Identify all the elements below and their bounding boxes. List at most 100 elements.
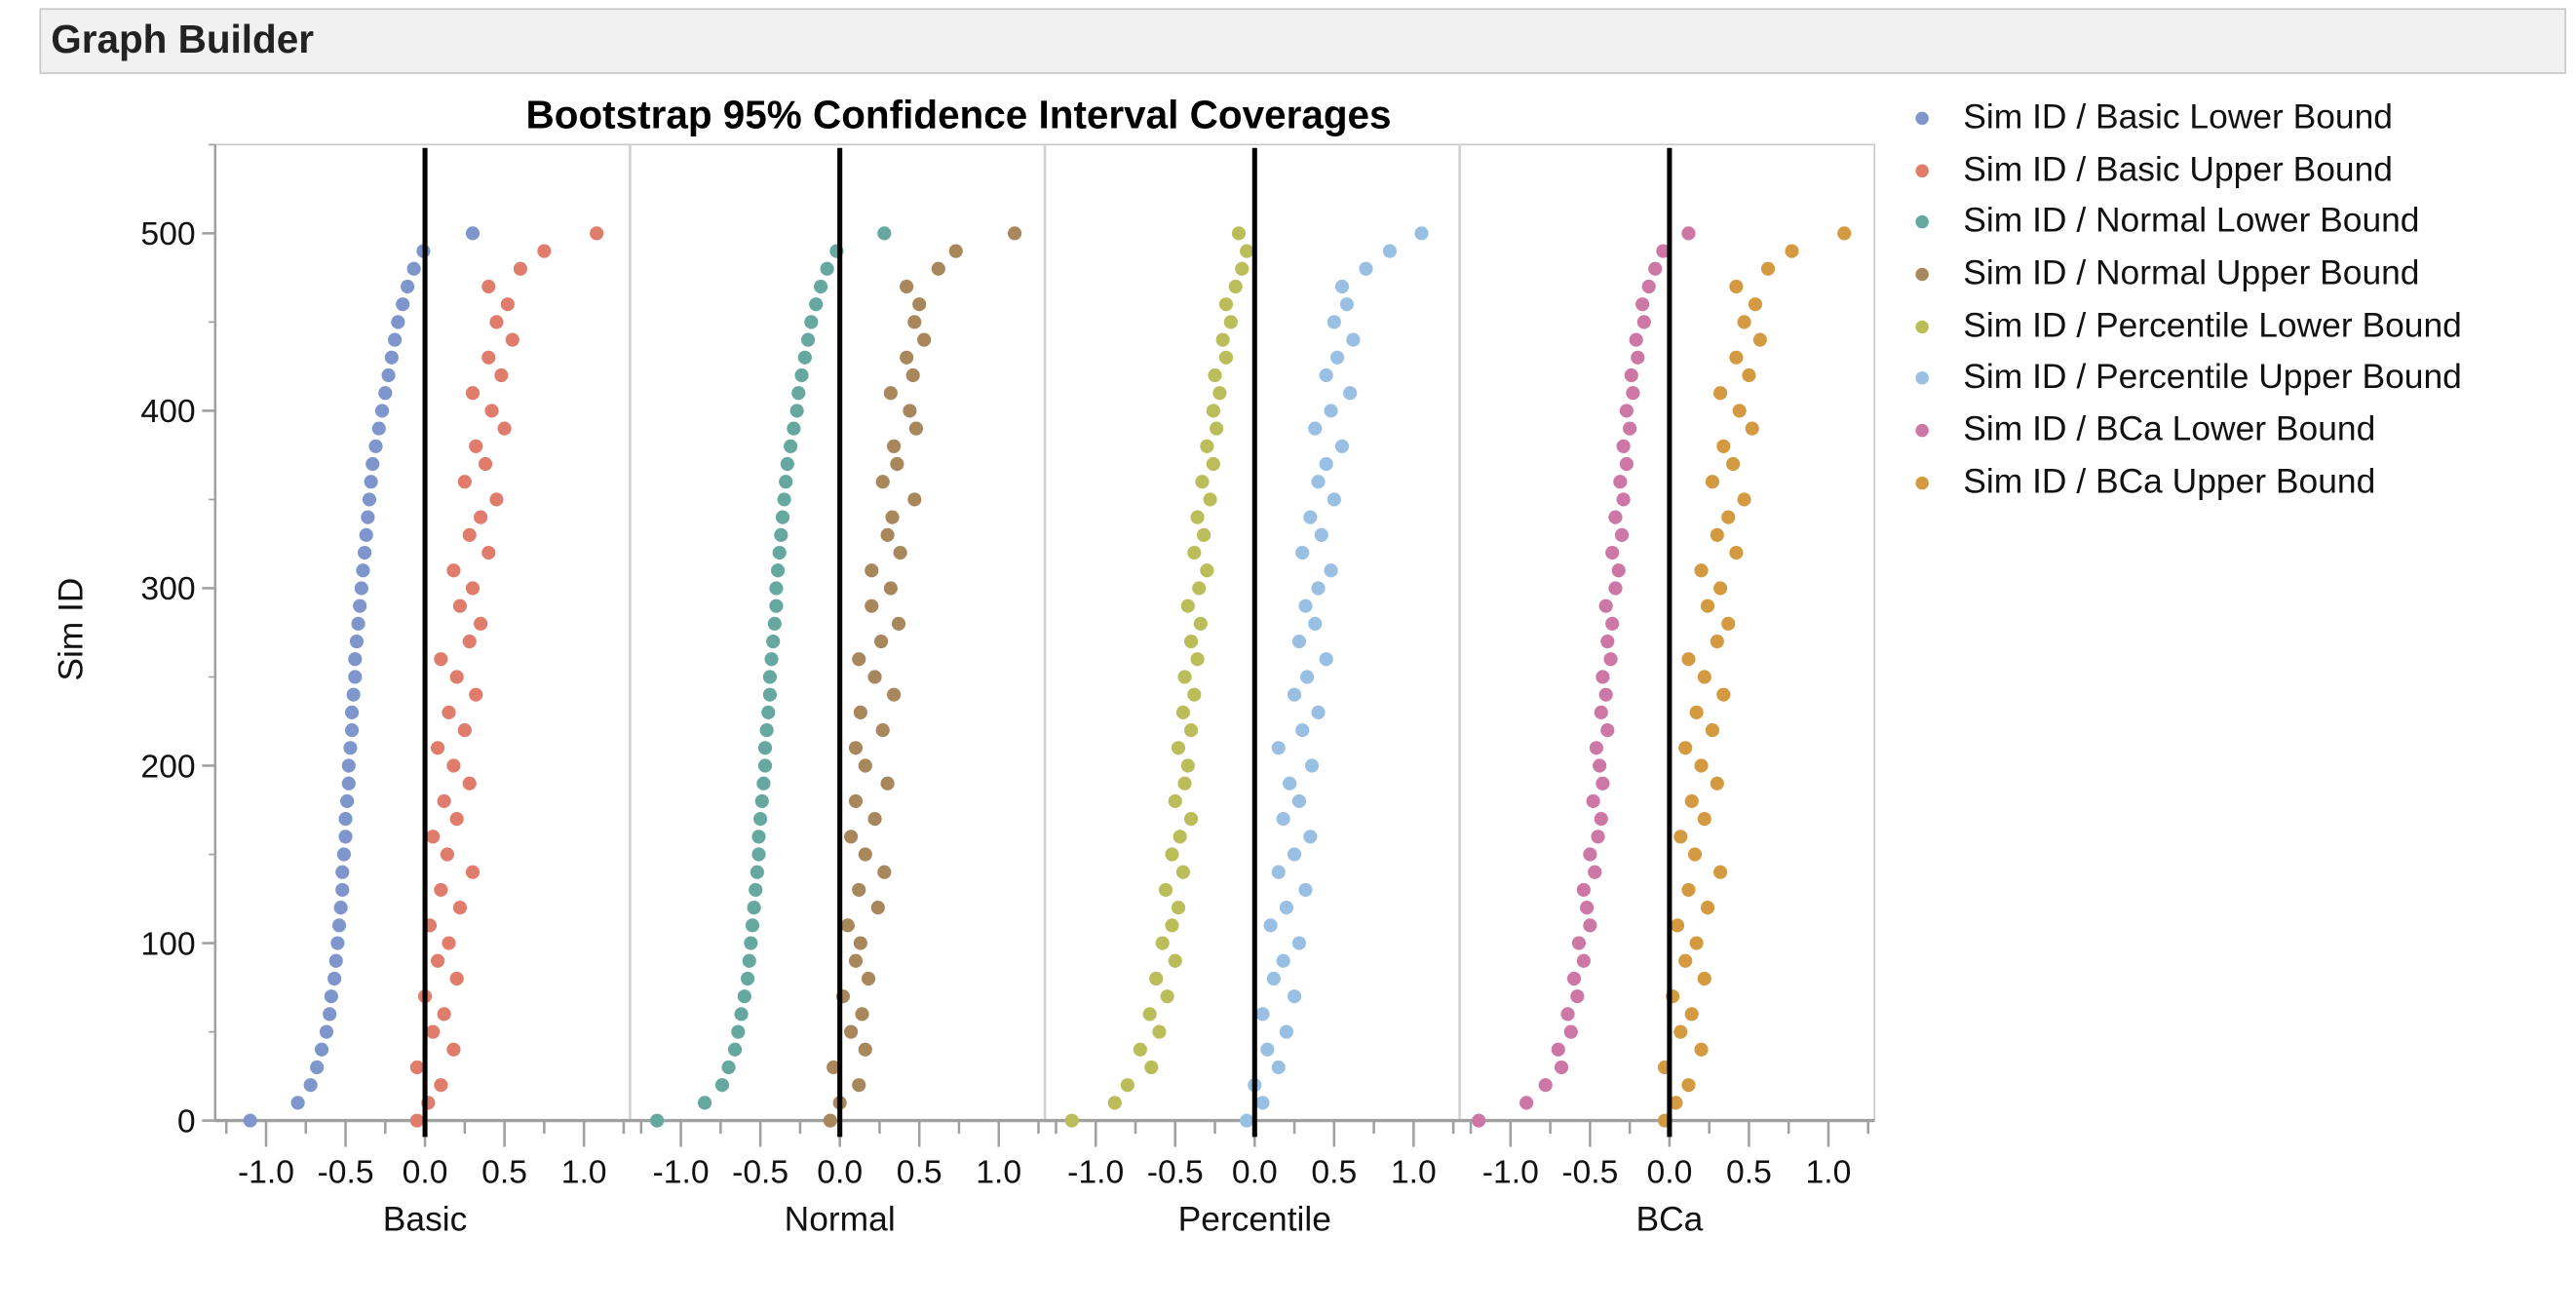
legend-item[interactable]: Sim ID / Normal Lower Bound — [1909, 196, 2462, 248]
data-point-basic-lower-bound — [371, 421, 386, 436]
data-point-bca-lower-bound — [1588, 865, 1602, 879]
data-point-normal-lower-bound — [721, 1060, 736, 1075]
data-point-basic-upper-bound — [446, 1042, 461, 1057]
data-point-basic-lower-bound — [319, 1024, 334, 1039]
data-point-bca-lower-bound — [1566, 971, 1582, 986]
data-point-normal-lower-bound — [780, 456, 794, 472]
data-point-percentile-lower-bound — [1223, 315, 1238, 329]
data-point-normal-lower-bound — [772, 545, 787, 560]
data-point-normal-lower-bound — [777, 492, 791, 507]
data-point-normal-upper-bound — [867, 670, 882, 684]
data-point-basic-upper-bound — [409, 1060, 424, 1075]
data-point-bca-lower-bound — [1583, 847, 1597, 862]
data-point-basic-lower-bound — [344, 705, 360, 719]
legend-item[interactable]: Sim ID / Percentile Lower Bound — [1909, 300, 2462, 352]
data-point-bca-lower-bound — [1596, 776, 1610, 791]
data-point-percentile-upper-bound — [1319, 367, 1333, 383]
data-point-basic-upper-bound — [442, 705, 456, 719]
data-point-normal-lower-bound — [764, 652, 779, 667]
data-point-normal-upper-bound — [890, 456, 904, 472]
legend-item[interactable]: Sim ID / BCa Upper Bound — [1909, 456, 2462, 508]
data-point-normal-lower-bound — [737, 989, 751, 1004]
data-point-basic-upper-bound — [462, 776, 477, 791]
legend-label: Sim ID / Percentile Upper Bound — [1963, 358, 2462, 397]
data-point-normal-lower-bound — [809, 297, 824, 312]
data-point-basic-lower-bound — [324, 989, 338, 1004]
data-point-bca-upper-bound — [1697, 971, 1711, 986]
data-point-normal-upper-bound — [880, 776, 895, 791]
data-point-percentile-upper-bound — [1291, 793, 1307, 808]
data-point-normal-upper-bound — [875, 475, 890, 489]
data-point-basic-upper-bound — [481, 279, 496, 294]
data-point-normal-upper-bound — [865, 563, 879, 578]
data-point-bca-lower-bound — [1554, 1060, 1569, 1075]
data-point-percentile-lower-bound — [1133, 1042, 1147, 1057]
data-point-bca-lower-bound — [1538, 1078, 1553, 1093]
data-point-percentile-upper-bound — [1255, 1096, 1270, 1110]
x-tick-label: -1.0 — [238, 1154, 294, 1191]
data-point-bca-upper-bound — [1697, 670, 1711, 684]
data-point-basic-upper-bound — [474, 616, 488, 631]
data-point-bca-upper-bound — [1737, 492, 1751, 507]
data-point-percentile-upper-bound — [1298, 882, 1313, 898]
data-point-bca-upper-bound — [1748, 297, 1763, 312]
legend-item[interactable]: Sim ID / Normal Upper Bound — [1909, 249, 2462, 300]
data-point-bca-lower-bound — [1576, 882, 1591, 898]
data-point-percentile-lower-bound — [1175, 705, 1190, 719]
data-point-basic-upper-bound — [440, 847, 454, 862]
data-point-normal-upper-bound — [877, 865, 892, 879]
data-point-bca-lower-bound — [1600, 723, 1615, 738]
data-point-basic-upper-bound — [500, 297, 515, 312]
data-point-bca-lower-bound — [1594, 705, 1608, 719]
legend-marker-icon — [1915, 371, 1929, 385]
data-point-percentile-upper-bound — [1287, 847, 1302, 862]
data-point-basic-upper-bound — [457, 723, 472, 738]
data-point-normal-upper-bound — [948, 244, 963, 258]
data-point-bca-lower-bound — [1591, 830, 1605, 844]
legend-item[interactable]: Sim ID / Basic Upper Bound — [1909, 144, 2462, 196]
data-point-normal-lower-bound — [794, 367, 809, 383]
data-point-bca-lower-bound — [1586, 793, 1600, 808]
data-point-percentile-lower-bound — [1193, 616, 1208, 631]
data-point-normal-upper-bound — [848, 953, 864, 968]
data-point-percentile-upper-bound — [1287, 687, 1302, 702]
graph-builder-header[interactable]: Graph Builder — [39, 8, 2566, 74]
legend-item[interactable]: Sim ID / Percentile Upper Bound — [1909, 352, 2462, 404]
data-point-bca-upper-bound — [1687, 847, 1703, 862]
data-point-percentile-upper-bound — [1339, 297, 1354, 312]
data-point-basic-upper-bound — [489, 492, 504, 507]
data-point-normal-upper-bound — [827, 1060, 841, 1075]
data-point-normal-lower-bound — [779, 475, 793, 489]
data-point-basic-upper-bound — [462, 527, 477, 542]
legend-item[interactable]: Sim ID / Basic Lower Bound — [1909, 92, 2462, 143]
data-point-basic-lower-bound — [353, 599, 367, 613]
data-point-percentile-lower-bound — [1206, 456, 1220, 472]
data-point-bca-upper-bound — [1694, 563, 1709, 578]
data-point-basic-upper-bound — [442, 936, 456, 950]
legend-item[interactable]: Sim ID / BCa Lower Bound — [1909, 405, 2462, 456]
data-point-normal-upper-bound — [844, 830, 859, 844]
data-point-basic-lower-bound — [310, 1060, 325, 1075]
data-point-percentile-upper-bound — [1240, 1113, 1254, 1128]
data-point-bca-lower-bound — [1648, 261, 1663, 276]
data-point-bca-lower-bound — [1580, 901, 1595, 915]
data-point-basic-lower-bound — [374, 404, 390, 418]
data-point-percentile-upper-bound — [1291, 634, 1307, 649]
panel-label-normal: Normal — [785, 1201, 896, 1239]
data-point-bca-lower-bound — [1623, 421, 1637, 436]
data-point-normal-lower-bound — [756, 776, 771, 791]
data-point-percentile-upper-bound — [1266, 971, 1281, 986]
data-point-bca-lower-bound — [1560, 1007, 1575, 1022]
data-point-percentile-lower-bound — [1195, 475, 1210, 489]
data-point-percentile-upper-bound — [1343, 386, 1358, 401]
data-point-normal-upper-bound — [861, 971, 876, 986]
data-point-percentile-lower-bound — [1144, 1060, 1159, 1075]
data-point-basic-lower-bound — [336, 847, 351, 862]
data-point-percentile-upper-bound — [1260, 1042, 1275, 1057]
data-point-percentile-upper-bound — [1304, 758, 1320, 773]
data-point-bca-lower-bound — [1605, 616, 1620, 631]
data-point-percentile-upper-bound — [1359, 261, 1373, 276]
data-point-bca-lower-bound — [1589, 741, 1603, 755]
data-point-normal-upper-bound — [865, 599, 879, 613]
